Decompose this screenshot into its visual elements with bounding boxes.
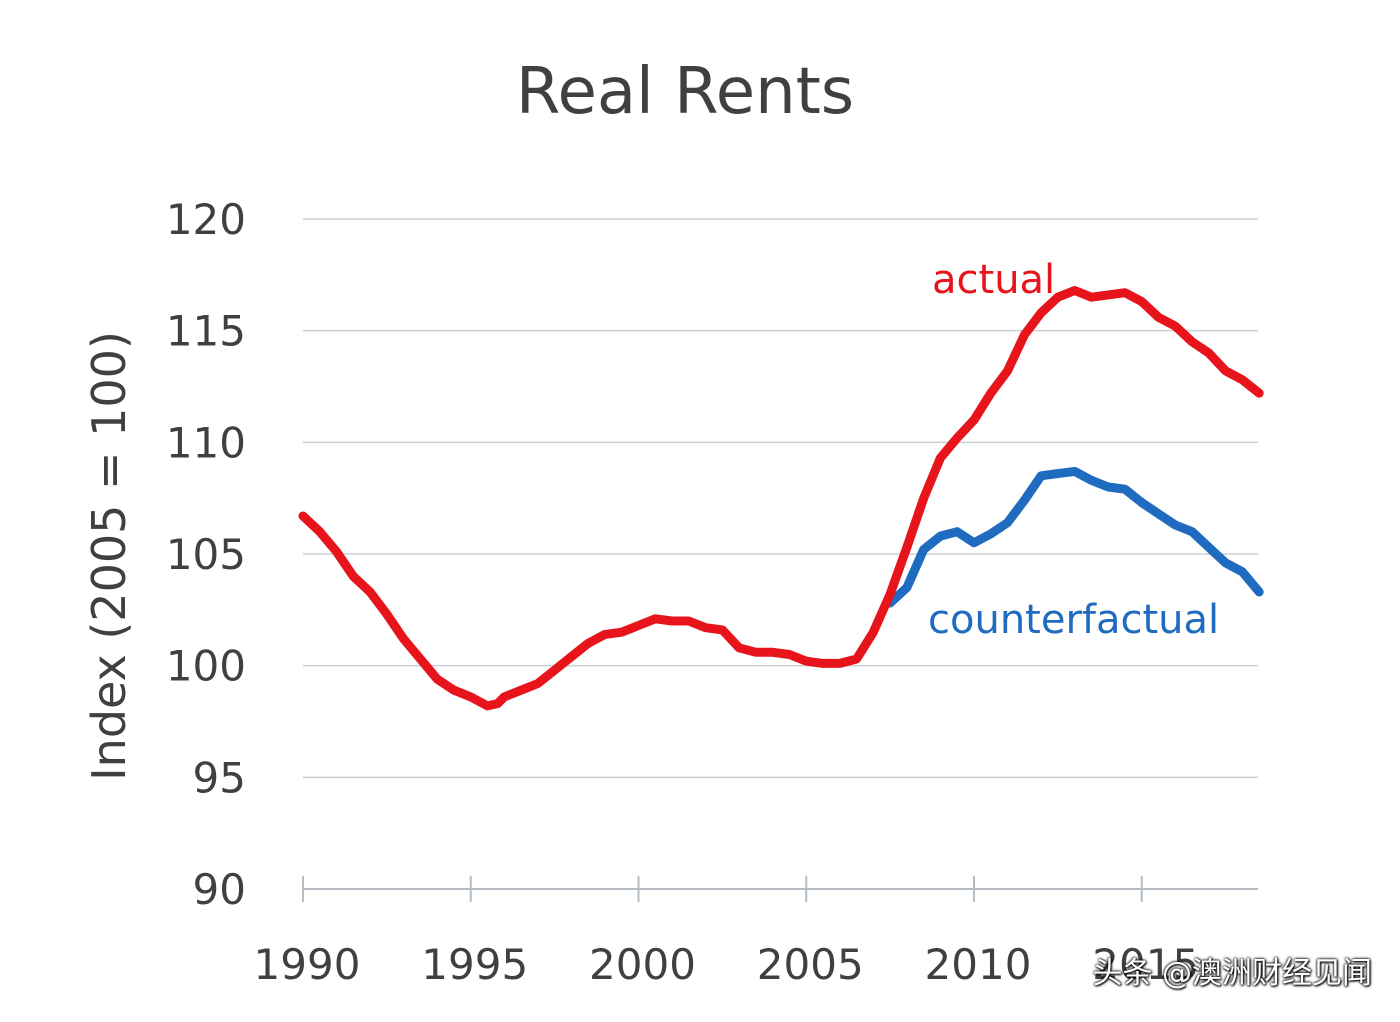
annotation-actual: actual — [932, 257, 1055, 303]
watermark: 头条 @澳洲财经见闻 — [1092, 956, 1372, 991]
x-axis — [302, 876, 1258, 902]
y-tick-label-90: 90 — [193, 865, 246, 914]
series-line-actual — [298, 286, 1264, 711]
y-tick-label-100: 100 — [166, 642, 246, 691]
y-tick-label-120: 120 — [166, 195, 246, 244]
chart-title: Real Rents — [516, 55, 854, 129]
y-tick-label-110: 110 — [166, 418, 246, 467]
x-tick-label-2000: 2000 — [589, 940, 696, 989]
x-tick-label-2015: 2015 — [1092, 940, 1199, 989]
tick-labels: 90 95 100 105 110 115 120 1990 1995 2000 2005 2010 2… — [166, 195, 1199, 989]
y-tick-label-95: 95 — [193, 753, 246, 802]
series-lines — [298, 286, 1264, 711]
annotation-counterfactual: counterfactual — [928, 597, 1219, 643]
series-line-counterfactual — [885, 466, 1264, 608]
gridlines — [303, 218, 1258, 779]
x-tick-label-1990: 1990 — [254, 940, 361, 989]
x-tick-label-2005: 2005 — [757, 940, 864, 989]
y-axis-label: Index (2005 = 100) — [82, 331, 136, 781]
y-tick-label-115: 115 — [166, 307, 246, 356]
x-tick-label-2010: 2010 — [925, 940, 1032, 989]
y-tick-label-105: 105 — [166, 530, 246, 579]
x-tick-label-1995: 1995 — [421, 940, 528, 989]
